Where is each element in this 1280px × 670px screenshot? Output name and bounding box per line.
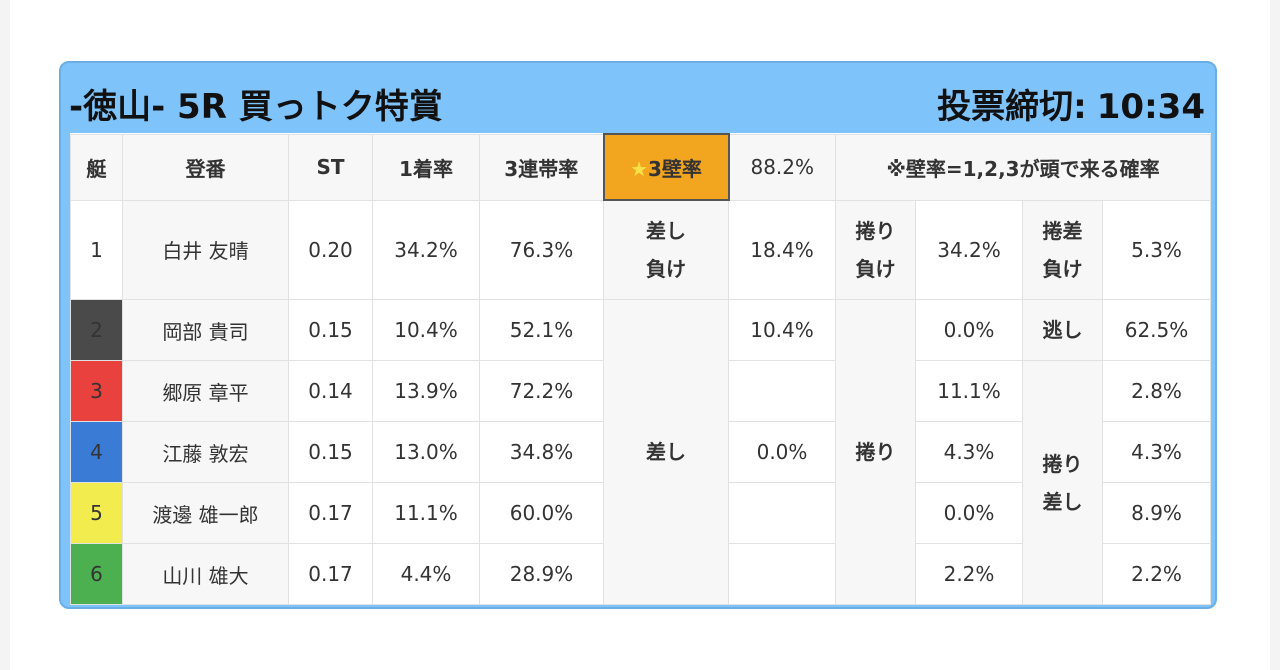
nige-label: 逃し [1022, 299, 1103, 361]
left-margin [0, 0, 10, 670]
first-rate-value: 34.2% [372, 199, 480, 300]
race-header: -徳山- 5R 買っトク特賞 投票締切: 10:34 [61, 63, 1215, 135]
voting-deadline: 投票締切: 10:34 [937, 79, 1205, 128]
nige-value: 62.5% [1101, 299, 1212, 361]
sashi-make-label: 差し 負け [603, 199, 729, 300]
racer-name: 白井 友晴 [122, 199, 289, 300]
makurisashi-label: 捲り 差し [1022, 360, 1103, 605]
makuri-make-line1: 捲り [855, 218, 896, 243]
wall-rate-value: 88.2% [728, 133, 836, 201]
sashi-make-value: 18.4% [728, 199, 836, 300]
boat-number: 6 [70, 543, 123, 605]
racer-name: 江藤 敦宏 [122, 421, 289, 483]
racer-name: 岡部 貴司 [122, 299, 289, 361]
star-icon: ★ [630, 156, 648, 181]
col-name: 登番 [122, 133, 289, 201]
wall-rate-note: ※壁率=1,2,3が頭で来る確率 [834, 133, 1212, 201]
st-value: 0.15 [288, 421, 373, 483]
makuri-make-value: 34.2% [915, 199, 1023, 300]
boat-number: 2 [70, 299, 123, 361]
makuri-value: 0.0% [915, 482, 1023, 544]
first-rate-value: 4.4% [372, 543, 480, 605]
deadline-label: 投票締切: [937, 87, 1087, 127]
first-rate-value: 13.0% [372, 421, 480, 483]
trio-rate-value: 28.9% [479, 543, 604, 605]
col-boat: 艇 [70, 133, 123, 201]
table-row: 3 郷原 章平 0.14 13.9% 72.2% 11.1% 捲り差し 2.8% [70, 360, 1212, 605]
st-value: 0.17 [288, 543, 373, 605]
makurisashi-make-line1: 捲差 [1042, 218, 1083, 243]
st-value: 0.20 [288, 199, 373, 300]
racer-name: 山川 雄大 [122, 543, 289, 605]
trio-rate-value: 34.8% [479, 421, 604, 483]
makuri-value: 2.2% [915, 543, 1023, 605]
st-value: 0.14 [288, 360, 373, 422]
col-st: ST [288, 133, 373, 201]
sashi-label: 差し [603, 299, 729, 605]
sashi-value [728, 360, 836, 422]
table-row: 6 山川 雄大 0.17 4.4% 28.9% 2.2% 2.2% [70, 543, 1212, 605]
racer-name: 郷原 章平 [122, 360, 289, 422]
sashi-make-line2: 負け [646, 257, 686, 281]
first-rate-value: 13.9% [372, 360, 480, 422]
sashi-value [728, 543, 836, 605]
boat-number: 4 [70, 421, 123, 483]
table-row: 5 渡邊 雄一郎 0.17 11.1% 60.0% 0.0% 8.9% [70, 482, 1212, 544]
makurisashi-make-value: 5.3% [1101, 199, 1212, 300]
st-value: 0.15 [288, 299, 373, 361]
sashi-value: 10.4% [728, 299, 836, 361]
makuri-make-label: 捲り 負け [835, 199, 916, 300]
first-rate-value: 10.4% [372, 299, 480, 361]
table-header-row: 艇 登番 ST 1着率 3連帯率 ★3壁率 88.2% ※壁率=1,2,3が頭で… [70, 133, 1212, 201]
trio-rate-value: 76.3% [479, 199, 604, 300]
race-title: -徳山- 5R 買っトク特賞 [69, 87, 443, 127]
makurisashi-line1: 捲り [1042, 451, 1083, 476]
trio-rate-value: 60.0% [479, 482, 604, 544]
trio-rate-value: 52.1% [479, 299, 604, 361]
boat-number: 5 [70, 482, 123, 544]
trio-rate-value: 72.2% [479, 360, 604, 422]
makurisashi-value: 2.8% [1101, 360, 1212, 422]
makurisashi-make-line2: 負け [1042, 256, 1083, 281]
makurisashi-value: 4.3% [1101, 421, 1212, 483]
right-margin [1270, 0, 1280, 670]
table-row: 1 白井 友晴 0.20 34.2% 76.3% 差し負け 18.4% 捲り負け… [70, 199, 1212, 300]
col-first-rate: 1着率 [372, 133, 480, 201]
racer-table: 艇 登番 ST 1着率 3連帯率 ★3壁率 88.2% ※壁率=1,2,3が頭で… [70, 133, 1212, 605]
deadline-time: 10:34 [1096, 87, 1205, 127]
makurisashi-value: 2.2% [1101, 543, 1212, 605]
makuri-make-line2: 負け [855, 256, 896, 281]
first-rate-value: 11.1% [372, 482, 480, 544]
st-value: 0.17 [288, 482, 373, 544]
racer-name: 渡邊 雄一郎 [122, 482, 289, 544]
boat-number: 3 [70, 360, 123, 422]
col-trio-rate: 3連帯率 [479, 133, 604, 201]
race-card: -徳山- 5R 買っトク特賞 投票締切: 10:34 艇 登番 ST 1着率 3連… [59, 61, 1217, 609]
makuri-value: 4.3% [915, 421, 1023, 483]
wall-rate-header: ★3壁率 [602, 133, 730, 201]
makurisashi-value: 8.9% [1101, 482, 1212, 544]
makurisashi-line2: 差し [1042, 489, 1083, 514]
makuri-label: 捲り [835, 299, 916, 605]
makuri-value: 0.0% [915, 299, 1023, 361]
boat-number: 1 [70, 199, 123, 300]
makuri-value: 11.1% [915, 360, 1023, 422]
wall-rate-label: 3壁率 [648, 156, 702, 181]
sashi-value: 0.0% [728, 421, 836, 483]
sashi-make-line1: 差し [646, 219, 686, 243]
makurisashi-make-label: 捲差 負け [1022, 199, 1103, 300]
table-row: 2 岡部 貴司 0.15 10.4% 52.1% 差し 10.4% 捲り 0.0… [70, 299, 1212, 605]
sashi-value [728, 482, 836, 544]
